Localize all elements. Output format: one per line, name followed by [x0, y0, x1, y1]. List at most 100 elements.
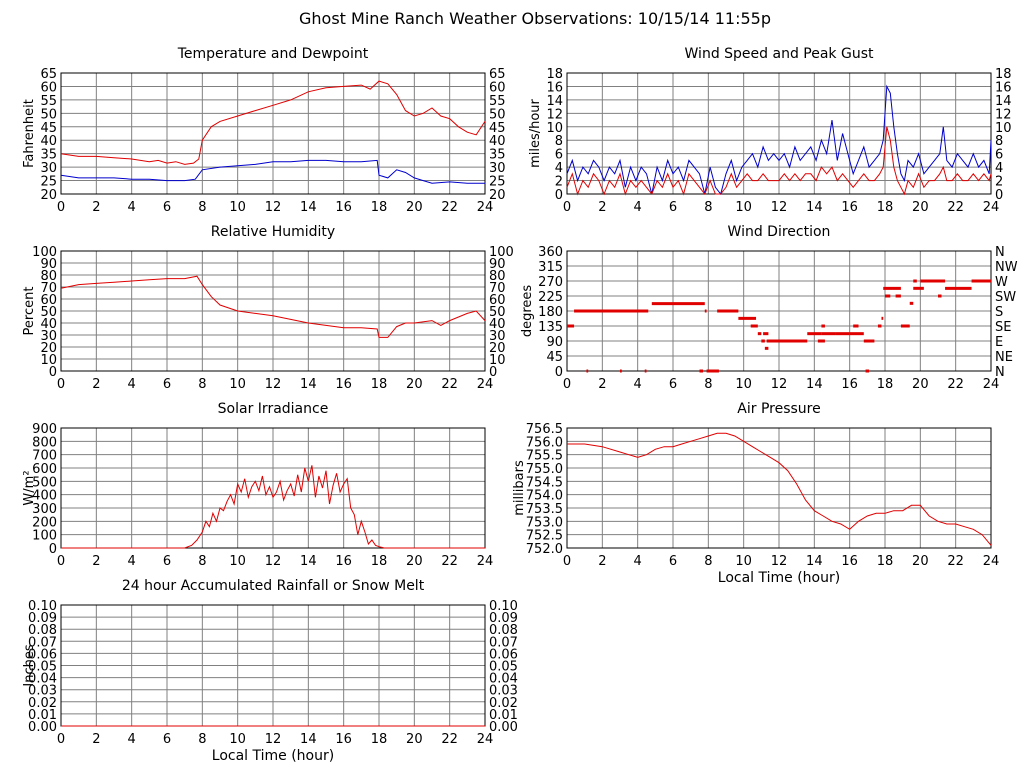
wind-xtick-label: 24: [983, 200, 1000, 215]
temp-ytick-label: 60: [40, 80, 57, 95]
rain-right-tick-label: 0.00: [489, 720, 518, 735]
rain-right-tick-label: 0.01: [489, 708, 518, 723]
rain-xtick-label: 8: [198, 732, 206, 747]
temp-xtick-label: 16: [335, 200, 352, 215]
wind-ylabel: miles/hour: [528, 98, 543, 167]
rain-xtick-label: 2: [92, 732, 100, 747]
temp-series-1-line: [60, 159, 485, 184]
direction-ytick-label: 270: [538, 275, 563, 290]
solar-ytick-label: 400: [32, 489, 57, 504]
temp-xtick-label: 12: [265, 200, 282, 215]
wind-right-tick-label: 0: [995, 188, 1003, 203]
humidity-ytick-label: 30: [40, 329, 57, 344]
temp-xtick-label: 20: [406, 200, 423, 215]
temp-right-tick-label: 20: [489, 188, 506, 203]
wind-xtick-label: 6: [669, 200, 677, 215]
direction-xtick-label: 0: [563, 377, 571, 392]
solar-ytick-label: 900: [32, 422, 57, 437]
direction-xtick-label: 10: [735, 377, 752, 392]
pressure-xtick-label: 0: [563, 554, 571, 569]
temp-xtick-label: 0: [57, 200, 65, 215]
rain-right-tick-label: 0.07: [489, 635, 518, 650]
pressure-plot-frame: [566, 427, 992, 549]
pressure-ytick-label: 752.0: [526, 542, 563, 557]
solar-xtick-label: 22: [441, 554, 458, 569]
temp-right-tick-label: 60: [489, 80, 506, 95]
rain-ytick-label: 0.02: [28, 696, 57, 711]
direction-xtick-label: 6: [669, 377, 677, 392]
temp-ytick-label: 30: [40, 161, 57, 176]
temp-xtick-label: 6: [163, 200, 171, 215]
temp-ytick-label: 45: [40, 121, 57, 136]
wind-xtick-label: 22: [947, 200, 964, 215]
pressure-xtick-label: 22: [947, 554, 964, 569]
rain-xtick-label: 6: [163, 732, 171, 747]
temp-xtick-label: 18: [371, 200, 388, 215]
temp-xtick-label: 22: [441, 200, 458, 215]
temp-ytick-label: 20: [40, 188, 57, 203]
solar-xtick-label: 10: [229, 554, 246, 569]
solar-xtick-label: 16: [335, 554, 352, 569]
humidity-right-tick-label: 60: [489, 293, 506, 308]
humidity-ytick-label: 0: [49, 365, 57, 380]
solar-xtick-label: 2: [92, 554, 100, 569]
direction-title: Wind Direction: [728, 224, 831, 240]
solar-ytick-label: 800: [32, 435, 57, 450]
rain-xtick-label: 14: [300, 732, 317, 747]
direction-ytick-label: 90: [546, 335, 563, 350]
temp-xtick-label: 2: [92, 200, 100, 215]
pressure-xtick-label: 20: [912, 554, 929, 569]
rain-right-tick-label: 0.03: [489, 684, 518, 699]
humidity-plot-frame: [60, 250, 486, 372]
temp-xtick-label: 4: [128, 200, 136, 215]
solar-xtick-label: 20: [406, 554, 423, 569]
solar-ytick-label: 300: [32, 502, 57, 517]
pressure-ytick-label: 755.0: [526, 462, 563, 477]
direction-right-tick-label: N: [995, 245, 1005, 260]
direction-xtick-label: 4: [634, 377, 642, 392]
temp-ytick-label: 65: [40, 67, 57, 82]
rain-ytick-label: 0.04: [28, 672, 57, 687]
direction-xtick-label: 8: [704, 377, 712, 392]
humidity-right-tick-label: 30: [489, 329, 506, 344]
temp-ytick-label: 55: [40, 94, 57, 109]
solar-ytick-label: 200: [32, 515, 57, 530]
direction-plot-frame: [566, 250, 992, 372]
humidity-xtick-label: 4: [128, 377, 136, 392]
direction-right-tick-label: E: [995, 335, 1003, 350]
wind-right-tick-label: 16: [995, 80, 1012, 95]
wind-series-0-line: [566, 84, 992, 196]
pressure-ylabel: millibars: [512, 460, 527, 516]
wind-right-tick-label: 12: [995, 107, 1012, 122]
temp-ytick-label: 25: [40, 175, 57, 190]
wind-xtick-label: 20: [912, 200, 929, 215]
wind-ytick-label: 4: [555, 161, 563, 176]
direction-xtick-label: 22: [947, 377, 964, 392]
humidity-right-tick-label: 80: [489, 269, 506, 284]
humidity-ylabel: Percent: [22, 287, 37, 336]
temp-right-tick-label: 55: [489, 94, 506, 109]
humidity-right-tick-label: 40: [489, 317, 506, 332]
pressure-xtick-label: 14: [806, 554, 823, 569]
rain-xlabel: Local Time (hour): [212, 748, 334, 764]
direction-ytick-label: 45: [546, 350, 563, 365]
humidity-xtick-label: 16: [335, 377, 352, 392]
direction-right-tick-label: SE: [995, 320, 1011, 335]
wind-xtick-label: 8: [704, 200, 712, 215]
direction-right-tick-label: S: [995, 305, 1003, 320]
temp-right-tick-label: 35: [489, 148, 506, 163]
pressure-ytick-label: 754.5: [526, 475, 563, 490]
wind-right-tick-label: 6: [995, 148, 1003, 163]
humidity-xtick-label: 22: [441, 377, 458, 392]
humidity-xtick-label: 24: [477, 377, 494, 392]
wind-xtick-label: 10: [735, 200, 752, 215]
solar-ytick-label: 600: [32, 462, 57, 477]
humidity-ytick-label: 50: [40, 305, 57, 320]
solar-ytick-label: 700: [32, 449, 57, 464]
humidity-xtick-label: 12: [265, 377, 282, 392]
rain-xtick-label: 10: [229, 732, 246, 747]
direction-ytick-label: 135: [538, 320, 563, 335]
solar-xtick-label: 6: [163, 554, 171, 569]
